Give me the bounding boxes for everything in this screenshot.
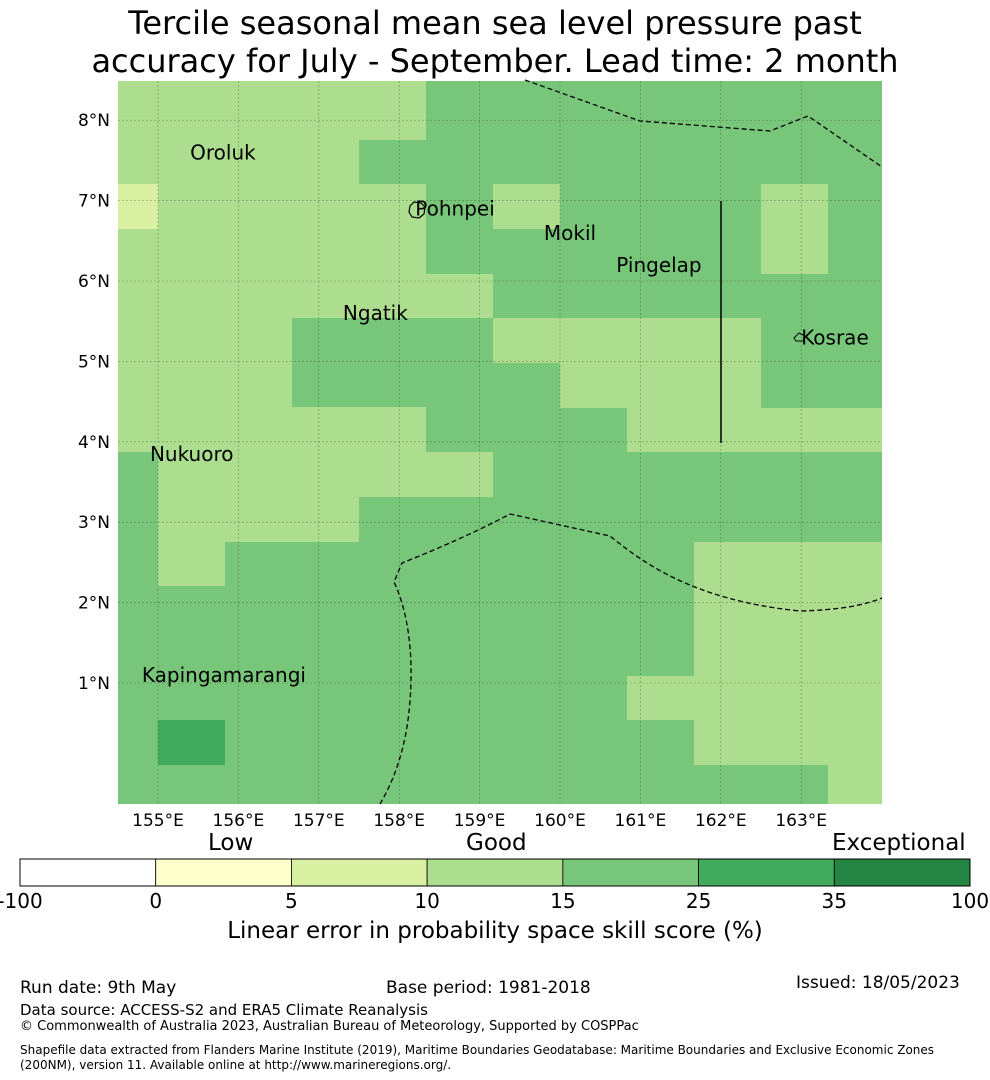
place-label-mokil: Mokil	[544, 221, 596, 245]
base-period: Base period: 1981-2018	[386, 978, 591, 998]
grid-cell	[158, 497, 359, 542]
place-label-ngatik: Ngatik	[343, 301, 408, 325]
y-tick-label: 2°N	[78, 594, 110, 614]
colorbar-tick-label: 15	[550, 889, 575, 913]
x-tick-label: 158°E	[373, 811, 425, 831]
x-tick-label: 162°E	[695, 811, 747, 831]
y-axis-labels: 1°N 2°N 3°N 4°N 5°N 6°N 7°N 8°N	[78, 111, 110, 694]
chart-title: Tercile seasonal mean sea level pressure…	[0, 4, 990, 80]
eez-boundary-north	[524, 79, 883, 168]
x-tick-label: 155°E	[132, 811, 184, 831]
grid-cell	[627, 676, 882, 720]
x-tick-label: 159°E	[454, 811, 506, 831]
issued-date: Issued: 18/05/2023	[796, 973, 960, 993]
colorbar-label: Linear error in probability space skill …	[227, 918, 763, 944]
colorbar-segment	[562, 858, 699, 887]
colorbar-segment	[291, 858, 428, 887]
grid-cell	[118, 407, 426, 452]
grid-cell	[560, 363, 761, 408]
run-date: Run date: 9th May	[20, 978, 177, 998]
grid-cell	[158, 720, 225, 765]
colorbar-tick-label: 100	[951, 889, 989, 913]
colorbar-tick-label: 35	[822, 889, 847, 913]
category-low: Low	[208, 830, 254, 856]
eez-boundary-central	[379, 513, 883, 805]
place-label-kosrae: Kosrae	[801, 325, 869, 349]
title-line-2: accuracy for July - September. Lead time…	[91, 42, 899, 80]
title-line-1: Tercile seasonal mean sea level pressure…	[128, 4, 862, 42]
grid-cell	[627, 408, 882, 452]
grid-cell	[158, 452, 493, 497]
colorbar-tick-label: 0	[149, 889, 162, 913]
y-tick-label: 1°N	[78, 674, 110, 694]
shapefile-credit: Shapefile data extracted from Flanders M…	[20, 1043, 935, 1072]
grid-cell	[118, 318, 292, 407]
grid-cell	[118, 274, 493, 318]
x-tick-label: 157°E	[293, 811, 345, 831]
place-label-oroluk: Oroluk	[190, 140, 256, 164]
y-tick-label: 3°N	[78, 513, 110, 533]
category-good: Good	[466, 830, 527, 856]
colorbar-segment	[426, 858, 564, 887]
place-label-nukuoro: Nukuoro	[150, 442, 234, 466]
x-tick-label: 163°E	[775, 811, 827, 831]
eez-boundaries	[379, 79, 883, 805]
y-tick-label: 7°N	[78, 192, 110, 212]
colorbar-tick-label: 5	[285, 889, 298, 913]
grid-cell	[118, 184, 426, 274]
grid-cell	[761, 184, 828, 274]
grid-cell	[118, 140, 359, 184]
grid-cell	[694, 720, 882, 765]
y-tick-label: 5°N	[78, 352, 110, 372]
colorbar-tick-label: 25	[686, 889, 711, 913]
pohnpei-island-shape	[408, 201, 426, 219]
x-tick-label: 161°E	[615, 811, 667, 831]
kosrae-island-shape	[793, 332, 806, 342]
category-exceptional: Exceptional	[832, 830, 966, 856]
data-source: Data source: ACCESS-S2 and ERA5 Climate …	[20, 1001, 428, 1019]
place-label-pingelap: Pingelap	[616, 253, 701, 277]
y-tick-label: 8°N	[78, 111, 110, 131]
colorbar-segment	[155, 858, 292, 887]
grid-cell	[118, 184, 158, 229]
grid-cell	[158, 542, 225, 586]
grid-cell	[828, 765, 882, 804]
x-tick-label: 156°E	[213, 811, 265, 831]
skill-grid	[118, 81, 882, 804]
x-tick-label: 160°E	[534, 811, 586, 831]
grid-cell	[118, 81, 426, 140]
place-label-kapingamarangi: Kapingamarangi	[142, 663, 306, 687]
y-tick-label: 4°N	[78, 433, 110, 453]
colorbar-segment	[833, 858, 971, 887]
colorbar-tick-label: -100	[0, 889, 43, 913]
grid-cell	[493, 184, 560, 229]
place-label-pohnpei: Pohnpei	[415, 197, 495, 221]
colorbar-segment	[19, 858, 157, 887]
place-labels: Oroluk Pohnpei Mokil Pingelap Ngatik Kosrae Nu…	[142, 140, 869, 687]
grid-cell	[493, 318, 761, 363]
y-tick-label: 6°N	[78, 272, 110, 292]
colorbar: -100 0 5 10 15 25 35 100	[0, 858, 989, 913]
x-axis-labels: 155°E 156°E 157°E 158°E 159°E 160°E 161°E 162°E…	[132, 811, 827, 831]
colorbar-tick-label: 10	[414, 889, 439, 913]
colorbar-frame	[19, 858, 971, 887]
colorbar-segment	[698, 858, 835, 887]
copyright: © Commonwealth of Australia 2023, Austra…	[20, 1019, 639, 1034]
